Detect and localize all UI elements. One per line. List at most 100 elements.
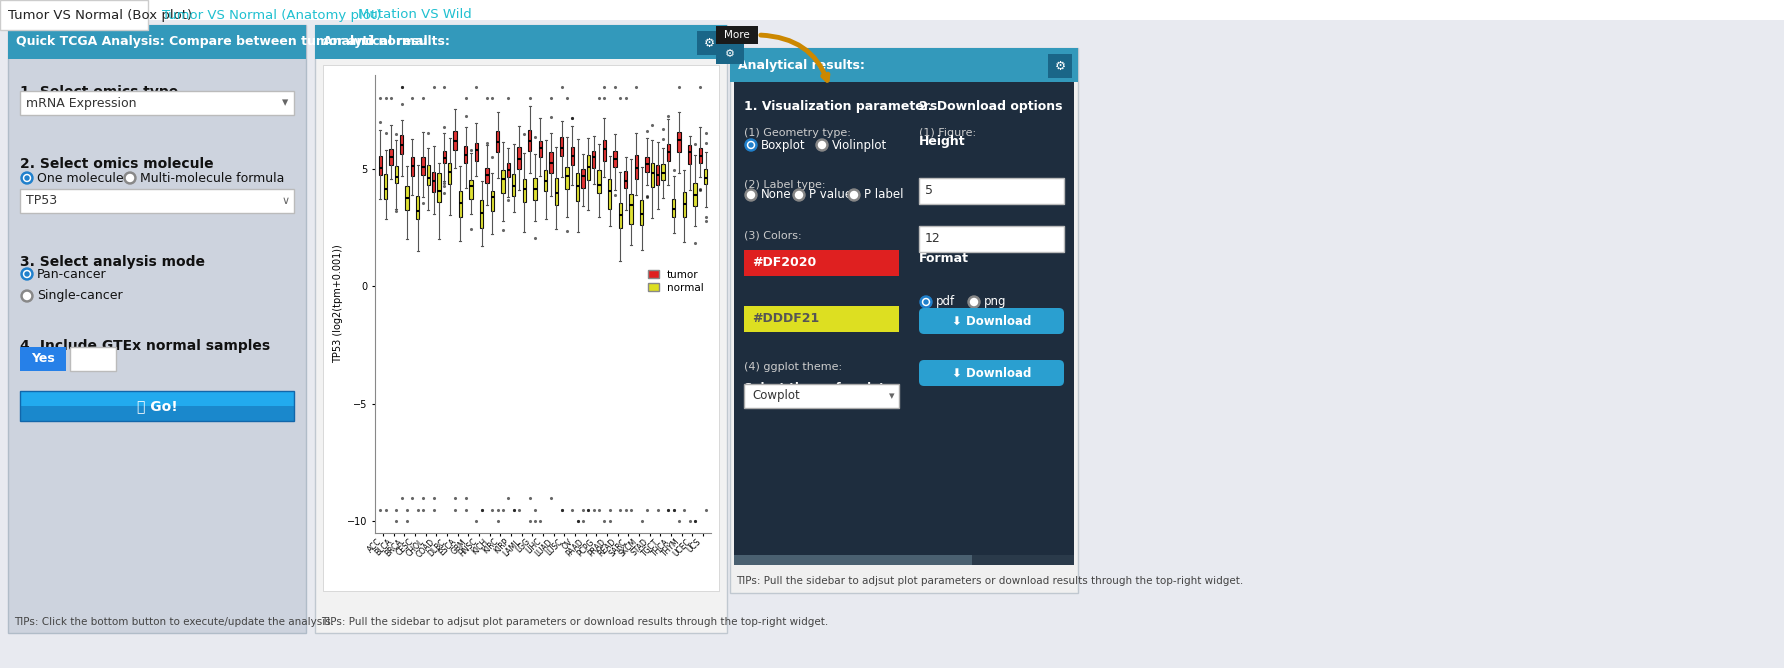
PathPatch shape	[517, 148, 521, 170]
PathPatch shape	[528, 130, 532, 150]
Bar	[20, 189, 294, 213]
Circle shape	[746, 139, 756, 151]
Text: Format: Format	[919, 251, 969, 265]
Text: Tumor sample color: Tumor sample color	[744, 250, 874, 263]
Text: (1) Geometry type:: (1) Geometry type:	[744, 128, 851, 138]
Text: Width: Width	[919, 228, 960, 241]
PathPatch shape	[416, 196, 419, 219]
PathPatch shape	[566, 167, 569, 189]
FancyBboxPatch shape	[919, 360, 1063, 386]
PathPatch shape	[662, 164, 665, 180]
PathPatch shape	[458, 190, 462, 217]
PathPatch shape	[437, 174, 441, 202]
PathPatch shape	[410, 157, 414, 176]
Text: Boxplot: Boxplot	[762, 138, 806, 152]
Bar	[744, 384, 899, 408]
Text: 12: 12	[924, 232, 940, 246]
Bar	[744, 306, 899, 332]
Bar	[733, 82, 1074, 565]
Circle shape	[921, 296, 931, 308]
PathPatch shape	[635, 156, 639, 178]
Text: More: More	[724, 30, 749, 40]
Circle shape	[21, 268, 32, 280]
Circle shape	[747, 142, 755, 148]
Text: ▾: ▾	[282, 96, 289, 110]
Text: Cowplot: Cowplot	[753, 389, 799, 403]
PathPatch shape	[539, 141, 542, 157]
Circle shape	[21, 290, 32, 302]
Bar	[715, 44, 744, 64]
Bar	[20, 391, 294, 421]
Text: pdf: pdf	[937, 295, 954, 309]
Circle shape	[21, 172, 32, 184]
PathPatch shape	[614, 151, 617, 167]
Text: Violinplot: Violinplot	[831, 138, 887, 152]
PathPatch shape	[507, 163, 510, 178]
Text: ∨: ∨	[282, 196, 291, 206]
PathPatch shape	[555, 178, 558, 205]
PathPatch shape	[480, 200, 483, 228]
PathPatch shape	[640, 200, 644, 225]
Circle shape	[25, 272, 29, 276]
Circle shape	[924, 300, 928, 304]
Circle shape	[969, 296, 979, 308]
Bar	[715, 26, 758, 44]
PathPatch shape	[598, 170, 601, 194]
Text: P value: P value	[808, 188, 853, 202]
PathPatch shape	[421, 157, 425, 176]
Circle shape	[25, 176, 29, 180]
PathPatch shape	[405, 186, 409, 210]
Y-axis label: TP53 (log2(tpm+0.001)): TP53 (log2(tpm+0.001))	[334, 244, 343, 363]
Text: 2. Select omics molecule: 2. Select omics molecule	[20, 157, 214, 171]
Text: Yes: Yes	[30, 353, 55, 365]
Legend: tumor, normal: tumor, normal	[646, 267, 706, 295]
PathPatch shape	[646, 158, 649, 172]
Bar	[744, 250, 899, 276]
Text: Analytical results:: Analytical results:	[739, 59, 865, 71]
Text: Single-cancer: Single-cancer	[37, 289, 123, 303]
PathPatch shape	[384, 174, 387, 198]
Text: Tumor VS Normal (Box plot): Tumor VS Normal (Box plot)	[7, 9, 193, 21]
Text: P label: P label	[863, 188, 903, 202]
Text: ⚙: ⚙	[1054, 59, 1065, 73]
Circle shape	[796, 192, 803, 198]
PathPatch shape	[678, 132, 681, 152]
Circle shape	[794, 189, 805, 201]
Text: Mutation VS Wild: Mutation VS Wild	[359, 9, 471, 21]
Text: Pan-cancer: Pan-cancer	[37, 267, 107, 281]
Bar	[316, 25, 728, 59]
Text: #DDDF21: #DDDF21	[753, 313, 819, 325]
Bar	[20, 391, 294, 421]
Bar	[919, 178, 1063, 204]
PathPatch shape	[442, 151, 446, 163]
PathPatch shape	[576, 173, 580, 202]
PathPatch shape	[533, 178, 537, 200]
Circle shape	[747, 192, 755, 198]
Bar	[0, 0, 1784, 20]
Bar	[730, 48, 1078, 82]
PathPatch shape	[582, 170, 585, 188]
Circle shape	[970, 299, 978, 305]
Text: (3) Colors:: (3) Colors:	[744, 230, 801, 240]
Bar	[20, 91, 294, 115]
Text: None: None	[762, 188, 792, 202]
Circle shape	[847, 189, 860, 201]
Text: png: png	[985, 295, 1006, 309]
PathPatch shape	[624, 171, 628, 188]
Text: TP53: TP53	[27, 194, 57, 208]
Bar	[1047, 54, 1072, 78]
PathPatch shape	[485, 168, 489, 183]
Text: Height: Height	[919, 136, 965, 148]
PathPatch shape	[448, 163, 451, 184]
PathPatch shape	[699, 148, 703, 163]
Text: Analytical results:: Analytical results:	[323, 35, 450, 49]
Text: #DF2020: #DF2020	[753, 257, 817, 269]
Bar	[20, 391, 294, 406]
Circle shape	[922, 299, 929, 305]
Circle shape	[851, 192, 858, 198]
PathPatch shape	[657, 165, 660, 184]
Text: 3. Select analysis mode: 3. Select analysis mode	[20, 255, 205, 269]
PathPatch shape	[667, 144, 671, 161]
PathPatch shape	[608, 180, 612, 209]
Bar	[733, 555, 972, 565]
